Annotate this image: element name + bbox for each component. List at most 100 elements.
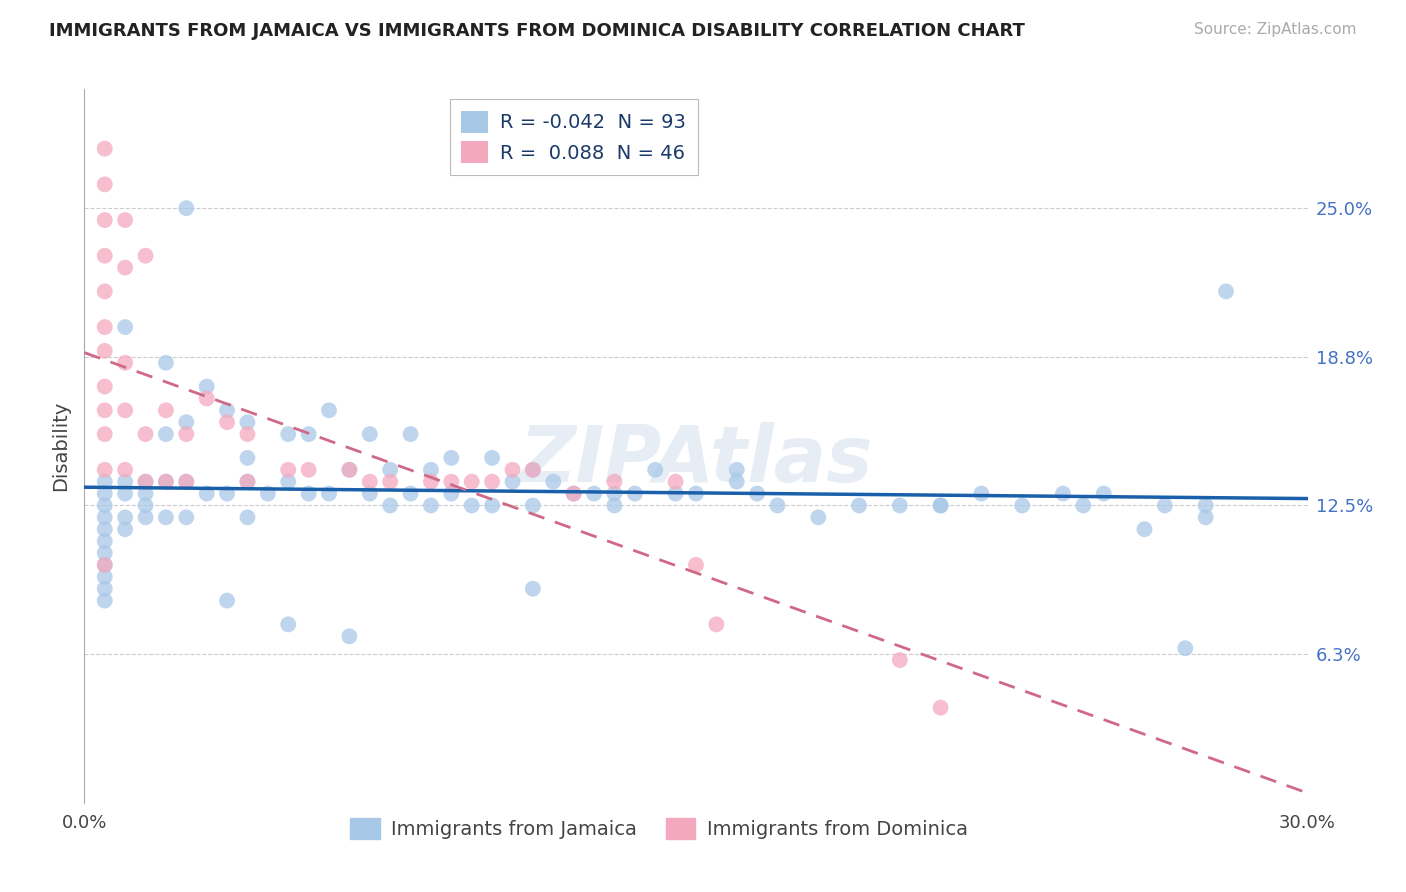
Point [318,486,340,500]
Point [318,403,340,417]
Point [93,593,115,607]
Point [93,582,115,596]
Point [420,499,443,513]
Point [135,499,157,513]
Point [522,463,544,477]
Point [807,510,830,524]
Point [481,499,503,513]
Point [114,510,136,524]
Point [135,249,157,263]
Point [93,558,115,572]
Point [93,570,115,584]
Point [603,486,626,500]
Point [174,427,197,442]
Point [93,249,115,263]
Point [502,475,524,489]
Point [236,427,259,442]
Point [1215,285,1237,299]
Point [380,499,402,513]
Point [889,653,911,667]
Point [1174,641,1197,656]
Point [624,486,647,500]
Point [93,475,115,489]
Point [277,463,299,477]
Point [929,499,952,513]
Point [706,617,728,632]
Point [1154,499,1177,513]
Point [747,486,769,500]
Point [359,427,381,442]
Point [93,546,115,560]
Point [725,463,748,477]
Point [236,415,259,429]
Point [359,475,381,489]
Point [135,475,157,489]
Point [380,463,402,477]
Point [277,617,299,632]
Point [522,582,544,596]
Point [440,450,463,465]
Point [155,427,177,442]
Point [339,629,361,643]
Point [217,403,239,417]
Point [1011,499,1033,513]
Point [380,475,402,489]
Point [1195,499,1218,513]
Point [93,522,115,536]
Point [522,499,544,513]
Point [174,201,197,215]
Point [298,463,321,477]
Point [1073,499,1095,513]
Point [174,510,197,524]
Point [93,285,115,299]
Point [440,475,463,489]
Point [195,379,218,393]
Point [298,427,321,442]
Point [135,486,157,500]
Point [603,499,626,513]
Point [725,475,748,489]
Point [562,486,585,500]
Point [583,486,606,500]
Point [236,510,259,524]
Point [481,475,503,489]
Point [93,213,115,227]
Point [114,475,136,489]
Point [217,415,239,429]
Point [562,486,585,500]
Point [399,486,422,500]
Point [93,178,115,192]
Point [339,463,361,477]
Point [114,486,136,500]
Point [1195,510,1218,524]
Point [685,558,707,572]
Point [195,392,218,406]
Point [217,593,239,607]
Point [848,499,870,513]
Point [114,403,136,417]
Point [114,356,136,370]
Point [155,475,177,489]
Point [217,486,239,500]
Point [236,450,259,465]
Point [1133,522,1156,536]
Point [93,403,115,417]
Text: ZIPAtlas: ZIPAtlas [519,422,873,499]
Point [929,499,952,513]
Point [93,379,115,393]
Legend: Immigrants from Jamaica, Immigrants from Dominica: Immigrants from Jamaica, Immigrants from… [343,810,976,847]
Point [543,475,565,489]
Point [114,463,136,477]
Point [257,486,280,500]
Point [93,142,115,156]
Point [1052,486,1074,500]
Point [93,499,115,513]
Point [174,475,197,489]
Point [502,463,524,477]
Point [114,260,136,275]
Point [685,486,707,500]
Point [644,463,666,477]
Point [665,475,688,489]
Point [359,486,381,500]
Point [461,499,484,513]
